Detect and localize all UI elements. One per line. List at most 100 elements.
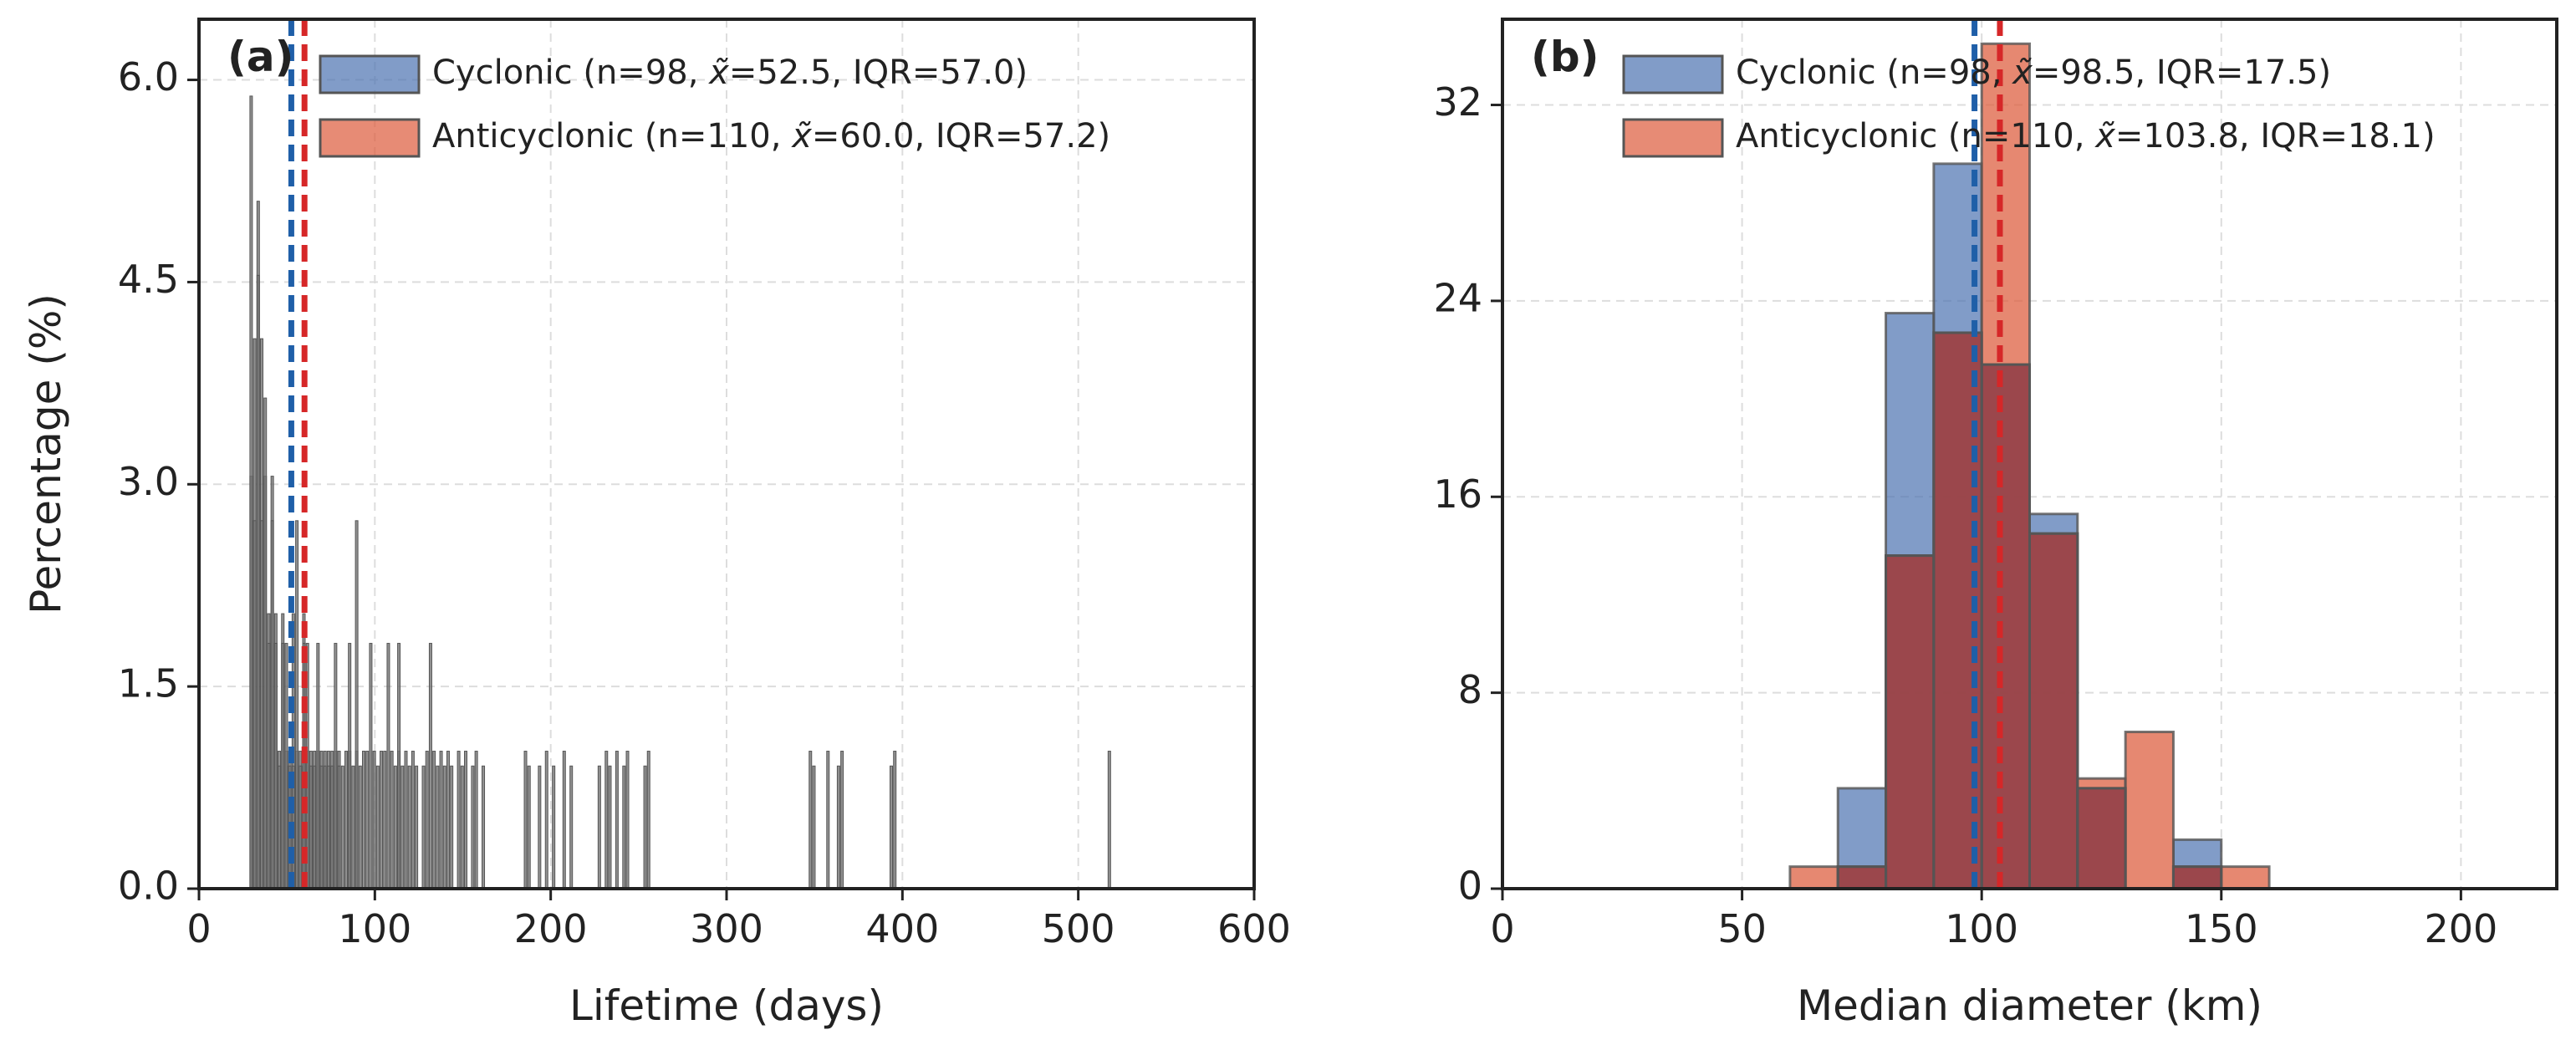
p0-bar-anticyclonic-26 [340,765,344,890]
p0-bar-cyclonic-41 [446,751,450,890]
p0-bar-anticyclonic-54 [643,765,647,890]
p0-bar-anticyclonic-10 [284,643,288,890]
p0-bar-anticyclonic-19 [316,643,320,890]
p0-legend-label-anticyclonic: Anticyclonic (n=110, x̃=60.0, IQR=57.2) [432,117,1110,155]
p0-bar-cyclonic-49 [615,751,619,890]
p0-bar-anticyclonic-37 [407,765,411,890]
p0-bar-cyclonic-44 [474,751,478,890]
p1-bar-overlap-6 [2076,787,2127,890]
p1-ytick-label-2: 16 [1433,472,1482,517]
p0-bar-anticyclonic-55 [812,765,816,890]
p0-xlabel: Lifetime (days) [569,981,884,1030]
p1-bar-overlap-5 [2028,532,2079,890]
p0-bar-anticyclonic-20 [319,765,324,890]
p0-bar-anticyclonic-36 [400,765,405,890]
p0-bar-anticyclonic-41 [436,765,440,890]
p0-bar-cyclonic-39 [432,751,436,890]
p0-bar-anticyclonic-14 [298,765,303,890]
p0-bar-anticyclonic-40 [428,643,432,890]
p1-bar-anticyclonic-7 [2124,731,2175,890]
p0-xtick-label-4: 400 [865,906,939,951]
p0-bar-anticyclonic-47 [527,765,531,890]
p0-bar-cyclonic-34 [390,751,394,890]
p0-bar-anticyclonic-48 [538,765,542,890]
p0-bar-anticyclonic-50 [569,765,574,890]
p0-bar-cyclonic-43 [464,751,467,890]
p0-bar-anticyclonic-6 [270,520,274,890]
p0-legend-label-cyclonic: Cyclonic (n=98, x̃=52.5, IQR=57.0) [432,54,1028,92]
p0-ytick-label-2: 3.0 [118,459,179,504]
p0-bar-anticyclonic-43 [450,765,454,890]
p1-ytick-label-4: 32 [1433,79,1482,125]
p0-bar-anticyclonic-39 [421,765,426,890]
p1-ytick-label-3: 24 [1433,275,1482,320]
p0-bar-anticyclonic-34 [393,765,397,890]
p0-bar-anticyclonic-22 [326,765,330,890]
p0-legend-swatch-cyclonic [319,54,421,94]
p1-ytick-label-1: 8 [1458,667,1482,712]
p0-bar-anticyclonic-45 [471,765,475,890]
p0-ytick-label-4: 6.0 [118,54,179,99]
p0-xtick-label-0: 0 [186,906,211,951]
p0-bar-cyclonic-48 [604,751,609,890]
p0-bar-anticyclonic-53 [622,765,626,890]
p0-bar-anticyclonic-18 [313,765,317,890]
p0-bar-anticyclonic-31 [369,643,373,890]
p0-bar-anticyclonic-2 [256,274,260,890]
p0-xtick-label-1: 100 [338,906,411,951]
p1-bar-overlap-2 [1885,554,1936,890]
p1-legend-label-anticyclonic: Anticyclonic (n=110, x̃=103.8, IQR=18.1) [1736,117,2436,155]
p0-bar-anticyclonic-1 [252,520,257,890]
p1-panel-label: (b) [1531,33,1599,81]
p1-legend-swatch-cyclonic [1622,54,1724,94]
p0-bar-cyclonic-42 [457,751,461,890]
p0-bar-anticyclonic-24 [334,643,338,890]
p0-bar-cyclonic-40 [439,751,443,890]
p0-bar-cyclonic-38 [425,751,429,890]
p1-bar-anticyclonic-9 [2220,865,2271,890]
p0-bar-anticyclonic-49 [552,765,556,890]
p0-bar-cyclonic-45 [523,751,528,890]
p1-xlabel: Median diameter (km) [1797,981,2262,1030]
p0-bar-anticyclonic-56 [836,765,840,890]
p1-legend-swatch-anticyclonic [1622,118,1724,158]
p0-bar-anticyclonic-32 [375,765,380,890]
p1-xtick-label-1: 50 [1717,906,1767,951]
p0-bar-cyclonic-33 [383,751,387,890]
p1-bar-overlap-8 [2171,865,2223,890]
p0-bar-anticyclonic-44 [460,765,464,890]
p0-ylabel: Percentage (%) [22,293,70,614]
p1-xtick-label-3: 150 [2185,906,2258,951]
p0-bar-cyclonic-50 [625,751,630,890]
p0-bar-anticyclonic-52 [608,765,612,890]
p0-bar-anticyclonic-35 [397,643,401,890]
p0-bar-anticyclonic-7 [273,643,278,890]
p0-bar-cyclonic-32 [380,751,384,890]
p0-bar-anticyclonic-27 [348,643,352,890]
p1-ytick-label-0: 0 [1458,864,1482,909]
p0-xtick-label-3: 300 [690,906,763,951]
p0-ytick-label-0: 0.0 [118,864,179,909]
p0-bar-anticyclonic-5 [267,643,271,890]
p0-legend-swatch-anticyclonic [319,118,421,158]
p0-bar-cyclonic-36 [404,751,408,890]
p0-bar-anticyclonic-51 [597,765,601,890]
p0-bar-cyclonic-55 [893,751,897,890]
p1-xtick-label-2: 100 [1945,906,2018,951]
p0-bar-anticyclonic-57 [890,765,894,890]
p0-bar-cyclonic-30 [365,751,370,890]
p0-ytick-label-1: 1.5 [118,661,179,706]
p0-bar-cyclonic-53 [826,751,830,890]
p0-bar-anticyclonic-38 [415,765,419,890]
p0-bar-cyclonic-56 [1107,751,1111,890]
p0-bar-anticyclonic-21 [323,765,327,890]
p0-bar-anticyclonic-46 [482,765,486,890]
p0-ytick-label-3: 4.5 [118,257,179,302]
p0-bar-anticyclonic-25 [337,765,341,890]
panel-b: 0 50 100 150 200 0 8 16 24 32 Median diameter (km)… [1433,18,2558,1030]
p0-bar-cyclonic-37 [411,751,415,890]
p0-bar-anticyclonic-3 [260,520,264,890]
p0-bar-cyclonic-46 [544,751,548,890]
panel-a: 0 100 200 300 400 500 600 0.0 1.5 3.0 4.5 6.0 Lifeti… [22,18,1291,1030]
